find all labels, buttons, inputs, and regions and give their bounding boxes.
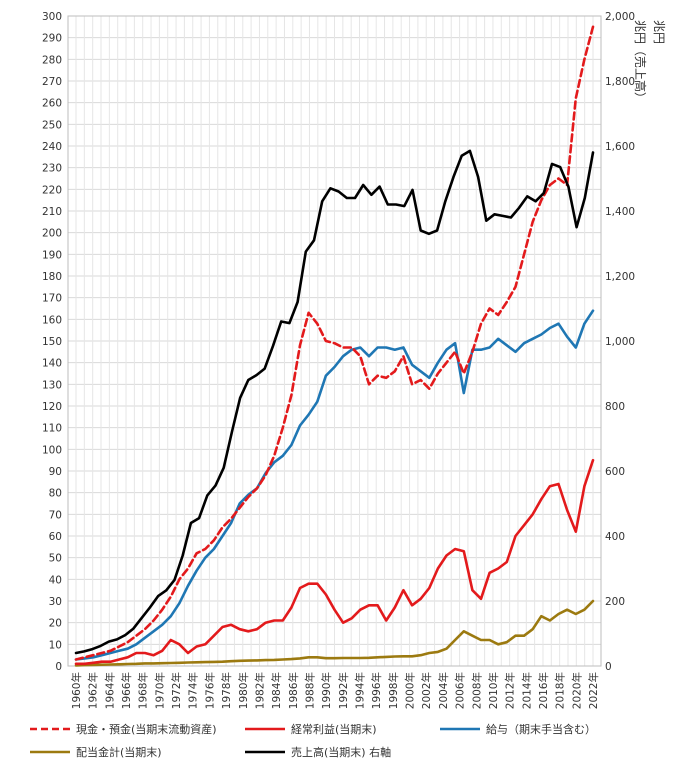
- series-line-2: [74, 309, 595, 661]
- x-tick-label: 1988年: [303, 672, 316, 709]
- x-tick-label: 1964年: [103, 672, 116, 709]
- y-right-axis: 0 200 400 600 800 1,000 1,200 1,400 1,600 1,800 2,…: [605, 11, 635, 673]
- y-left-tick-label: 220: [42, 184, 62, 196]
- x-tick-label: 1994年: [354, 672, 367, 709]
- y-left-tick-label: 170: [42, 293, 62, 305]
- y-left-tick-label: 160: [42, 314, 62, 326]
- y-left-axis: 0 10 20 30 40 50 60 70 80 90 100 110 120 130 140 150 160…: [42, 11, 62, 673]
- legend-label: 経常利益(当期末): [291, 722, 377, 736]
- y-left-tick-label: 140: [42, 358, 62, 370]
- y-left-axis-title: 兆円: [652, 20, 666, 44]
- y-right-axis-title: 兆円（売上高）: [633, 20, 648, 104]
- x-tick-label: 1970年: [153, 672, 166, 709]
- y-left-tick-label: 30: [49, 596, 62, 608]
- y-left-tick-label: 90: [49, 466, 62, 478]
- series-line-3: [74, 599, 595, 667]
- y-right-tick-label: 1,000: [605, 336, 635, 348]
- y-left-tick-label: 280: [42, 54, 62, 66]
- x-tick-label: 1976年: [203, 672, 216, 709]
- y-left-tick-label: 240: [42, 141, 62, 153]
- x-tick-label: 2000年: [404, 672, 417, 709]
- y-left-tick-label: 0: [55, 661, 62, 673]
- x-tick-label: 1998年: [387, 672, 400, 709]
- x-tick-label: 2006年: [454, 672, 467, 709]
- y-left-tick-label: 190: [42, 249, 62, 261]
- grid: [68, 15, 601, 667]
- legend-label: 売上高(当期末) 右軸: [291, 745, 391, 759]
- x-axis: 1960年 1962年 1964年 1966年 1968年 1970年 1972年 1974年…: [70, 672, 600, 709]
- y-right-tick-label: 1,400: [605, 206, 635, 218]
- x-tick-label: 1982年: [253, 672, 266, 709]
- y-left-tick-label: 70: [49, 509, 62, 521]
- y-right-tick-label: 800: [605, 401, 625, 413]
- x-tick-label: 1990年: [320, 672, 333, 709]
- x-tick-label: 2022年: [587, 672, 600, 709]
- x-tick-label: 1974年: [187, 672, 200, 709]
- plot-frame: [67, 15, 602, 667]
- y-right-tick-label: 400: [605, 531, 625, 543]
- y-left-tick-label: 60: [49, 531, 62, 543]
- series-layer: [74, 25, 595, 667]
- x-tick-label: 1986年: [287, 672, 300, 709]
- x-tick-label: 1978年: [220, 672, 233, 709]
- x-tick-label: 2012年: [504, 672, 517, 709]
- y-left-tick-label: 20: [49, 618, 62, 630]
- y-left-tick-label: 230: [42, 163, 62, 175]
- y-right-tick-label: 1,200: [605, 271, 635, 283]
- x-tick-label: 1972年: [170, 672, 183, 709]
- y-left-tick-label: 130: [42, 379, 62, 391]
- x-tick-label: 2018年: [554, 672, 567, 709]
- y-right-tick-label: 600: [605, 466, 625, 478]
- x-tick-label: 1996年: [370, 672, 383, 709]
- y-left-tick-label: 250: [42, 119, 62, 131]
- y-right-tick-label: 1,600: [605, 141, 635, 153]
- y-right-tick-label: 2,000: [605, 11, 635, 23]
- y-left-tick-label: 40: [49, 574, 62, 586]
- y-left-tick-label: 210: [42, 206, 62, 218]
- legend-label: 現金・預金(当期末流動資産): [76, 722, 217, 736]
- y-left-tick-label: 180: [42, 271, 62, 283]
- y-left-tick-label: 100: [42, 444, 62, 456]
- series-line-0: [74, 25, 595, 661]
- x-tick-label: 2002年: [420, 672, 433, 709]
- y-left-tick-label: 50: [49, 553, 62, 565]
- y-left-tick-label: 150: [42, 336, 62, 348]
- x-tick-label: 1980年: [237, 672, 250, 709]
- y-left-tick-label: 260: [42, 98, 62, 110]
- x-tick-label: 1966年: [120, 672, 133, 709]
- series-line-1: [74, 458, 595, 666]
- x-tick-label: 1984年: [270, 672, 283, 709]
- legend: 現金・預金(当期末流動資産) 経常利益(当期末) 給与（期末手当含む） 配当金計(当期…: [30, 722, 596, 759]
- legend-label: 給与（期末手当含む）: [486, 722, 596, 736]
- y-left-tick-label: 80: [49, 488, 62, 500]
- y-left-tick-label: 270: [42, 76, 62, 88]
- x-tick-label: 2020年: [570, 672, 583, 709]
- legend-label: 配当金計(当期末): [76, 745, 162, 759]
- x-tick-label: 1968年: [137, 672, 150, 709]
- x-tick-label: 2014年: [520, 672, 533, 709]
- x-tick-label: 2016年: [537, 672, 550, 709]
- y-right-tick-label: 0: [605, 661, 612, 673]
- y-right-tick-label: 1,800: [605, 76, 635, 88]
- x-tick-label: 1962年: [87, 672, 100, 709]
- y-left-tick-label: 300: [42, 11, 62, 23]
- x-tick-label: 2010年: [487, 672, 500, 709]
- x-tick-label: 2008年: [470, 672, 483, 709]
- series-line-4: [74, 149, 595, 655]
- x-tick-label: 1992年: [337, 672, 350, 709]
- x-tick-label: 1960年: [70, 672, 83, 709]
- y-left-tick-label: 290: [42, 33, 62, 45]
- y-left-tick-label: 10: [49, 639, 62, 651]
- y-left-tick-label: 110: [42, 423, 62, 435]
- y-left-tick-label: 200: [42, 228, 62, 240]
- y-left-tick-label: 120: [42, 401, 62, 413]
- x-tick-label: 2004年: [437, 672, 450, 709]
- y-right-tick-label: 200: [605, 596, 625, 608]
